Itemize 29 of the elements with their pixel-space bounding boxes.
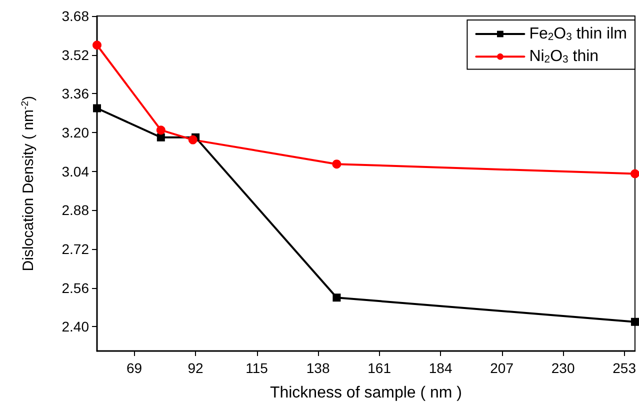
point [630,169,639,178]
x-tick-label: 207 [490,360,514,376]
x-tick-label: 184 [428,360,452,376]
x-tick-label: 161 [368,360,392,376]
y-axis-title: Dislocation Density ( nm-2) [20,96,38,272]
point [332,160,342,169]
y-tick-label: 3.04 [62,163,90,180]
y-tick-label: 3.52 [62,46,90,63]
point [92,40,102,50]
y-tick-label: 2.40 [62,318,90,335]
y-tick-label: 3.20 [62,124,90,141]
y-tick-label: 3.68 [62,8,90,24]
y-tick-label: 3.36 [62,86,90,102]
x-tick-label: 230 [551,360,575,376]
x-tick-label: 92 [188,360,204,376]
x-tick-label: 115 [246,360,268,376]
point [188,135,198,144]
point [156,126,166,135]
y-tick-label: 2.56 [62,280,90,296]
point [156,133,165,142]
x-tick-label: 138 [306,360,330,376]
point [93,104,101,112]
x-tick-label: 253 [612,360,636,376]
x-tick-label: 69 [126,360,142,376]
y-tick-label: 2.72 [62,241,90,258]
y-tick-label: 2.88 [62,202,90,218]
point [332,294,341,302]
point [630,318,639,326]
x-axis-title: Thickness of sample ( nm ) [270,384,462,402]
